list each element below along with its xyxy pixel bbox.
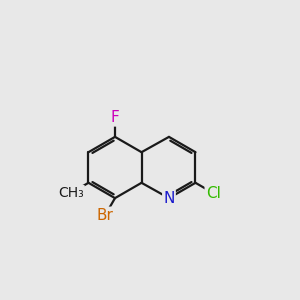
Text: N: N (163, 190, 175, 206)
Text: Cl: Cl (206, 185, 220, 200)
Text: F: F (111, 110, 119, 125)
Text: Br: Br (97, 208, 113, 223)
Text: CH₃: CH₃ (58, 186, 84, 200)
